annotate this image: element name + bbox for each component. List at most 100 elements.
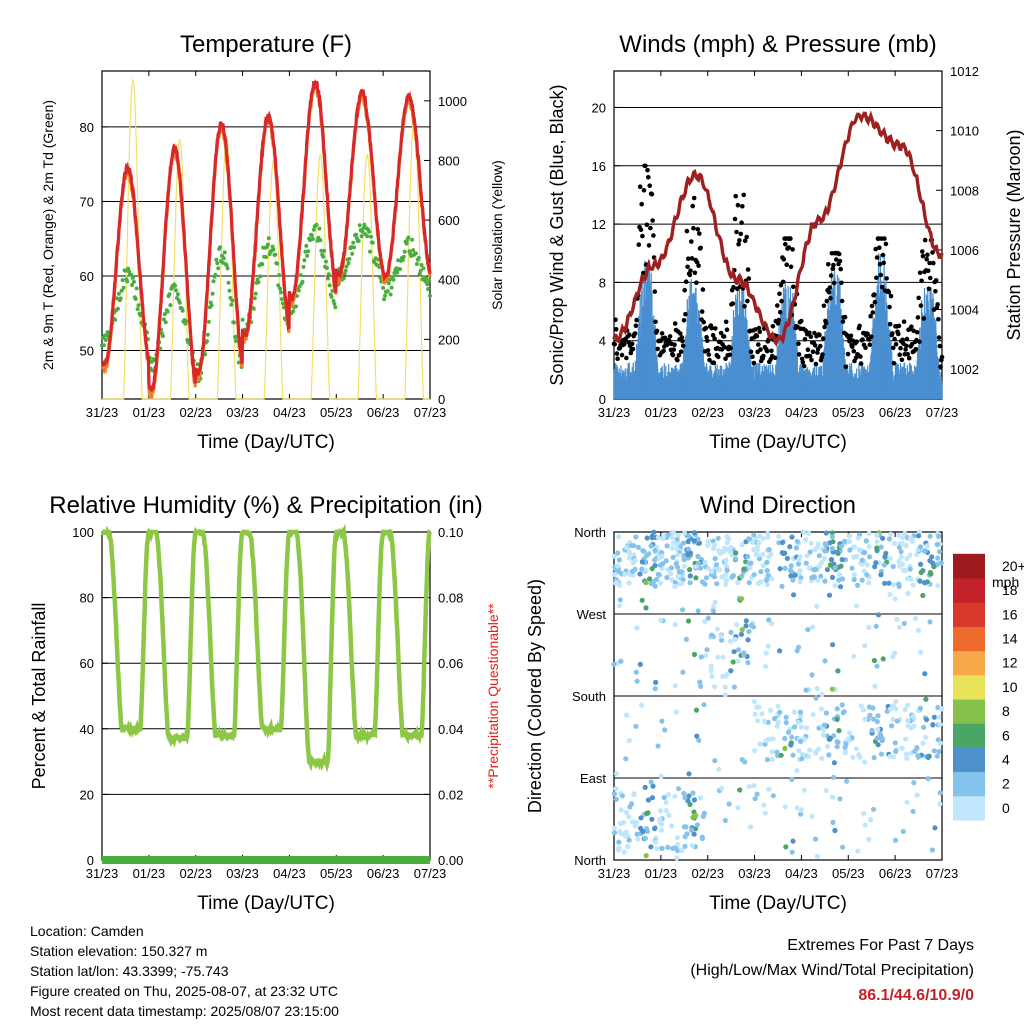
direction-point <box>915 753 921 759</box>
direction-point <box>724 567 730 573</box>
direction-point <box>790 577 796 583</box>
direction-point <box>842 750 848 756</box>
direction-point <box>871 657 878 664</box>
y-tick-label: East <box>580 771 606 786</box>
direction-point <box>923 734 929 740</box>
dewpoint-point <box>406 235 411 240</box>
y-tick-label: 60 <box>80 656 94 671</box>
direction-point <box>690 814 696 820</box>
panel-title: Temperature (F) <box>180 31 352 58</box>
dewpoint-point <box>115 306 120 311</box>
dewpoint-point <box>410 237 415 242</box>
dewpoint-point <box>135 307 140 312</box>
direction-point <box>735 647 742 653</box>
direction-point <box>936 533 942 539</box>
dewpoint-point <box>325 276 330 281</box>
gust-point <box>775 303 780 308</box>
dewpoint-point <box>359 234 364 239</box>
direction-point <box>693 707 700 713</box>
direction-point <box>613 770 620 777</box>
dewpoint-point <box>324 259 328 264</box>
gust-point <box>788 236 793 241</box>
direction-point <box>872 564 878 570</box>
station-info: Location: Camden Station elevation: 150.… <box>30 921 339 1021</box>
gust-point <box>812 343 818 348</box>
dewpoint-point <box>209 303 214 308</box>
direction-point <box>874 532 880 538</box>
direction-point <box>779 583 785 590</box>
dewpoint-point <box>368 249 372 254</box>
gust-point <box>675 357 680 363</box>
direction-point <box>839 576 846 582</box>
gust-point <box>821 303 827 309</box>
direction-point <box>847 730 853 736</box>
gust-point <box>893 342 899 347</box>
direction-point <box>672 583 678 590</box>
gust-point <box>772 355 778 361</box>
direction-point <box>780 550 787 557</box>
direction-point <box>789 776 795 783</box>
direction-point <box>648 779 654 785</box>
direction-point <box>755 718 761 724</box>
gust-point <box>700 287 706 292</box>
dewpoint-point <box>311 227 316 232</box>
direction-point <box>916 533 922 539</box>
gust-point <box>634 317 639 323</box>
direction-point <box>764 577 770 583</box>
direction-point <box>634 625 640 631</box>
dewpoint-point <box>119 288 124 293</box>
direction-point <box>697 679 703 685</box>
gust-point <box>824 298 830 304</box>
pressure-line <box>612 110 944 347</box>
direction-point <box>697 795 704 801</box>
gust-point <box>913 346 919 352</box>
dewpoint-point <box>195 362 200 367</box>
direction-point <box>738 631 745 638</box>
legend-label: 20+ <box>1002 558 1024 574</box>
direction-point <box>873 560 879 566</box>
direction-point <box>611 572 618 578</box>
direction-point <box>863 538 870 544</box>
direction-point <box>679 580 685 587</box>
direction-point <box>682 530 688 536</box>
direction-point <box>765 643 771 649</box>
gust-point <box>936 335 942 340</box>
direction-point <box>621 819 627 826</box>
gust-point <box>820 336 826 341</box>
direction-point <box>642 784 648 791</box>
x-tick-label: 07/23 <box>414 866 447 881</box>
direction-point <box>891 754 897 760</box>
gust-point <box>780 279 786 285</box>
direction-point <box>816 553 823 559</box>
direction-point <box>846 539 853 545</box>
direction-point <box>917 705 924 711</box>
gust-point <box>637 184 643 189</box>
direction-point <box>858 703 864 709</box>
gust-point <box>694 259 700 265</box>
direction-point <box>798 811 804 817</box>
gust-point <box>867 342 873 348</box>
direction-point <box>649 533 655 539</box>
gust-point <box>826 262 831 267</box>
direction-point <box>712 758 718 764</box>
gust-point <box>709 325 714 331</box>
direction-point <box>838 543 845 549</box>
dewpoint-point <box>103 337 108 342</box>
dewpoint-point <box>326 272 331 277</box>
direction-point <box>904 702 911 708</box>
direction-point <box>661 794 667 801</box>
dewpoint-point <box>296 288 301 293</box>
direction-point <box>683 824 689 830</box>
direction-point <box>703 653 709 659</box>
direction-point <box>925 776 931 782</box>
direction-point <box>856 547 863 553</box>
dewpoint-point <box>211 279 216 284</box>
direction-point <box>691 651 698 658</box>
direction-point <box>709 569 715 575</box>
x-tick-label: 07/23 <box>414 405 447 420</box>
direction-point <box>753 551 759 558</box>
dewpoint-point <box>167 292 172 297</box>
direction-point <box>728 668 734 674</box>
direction-point <box>648 844 654 850</box>
dewpoint-point <box>177 300 182 305</box>
